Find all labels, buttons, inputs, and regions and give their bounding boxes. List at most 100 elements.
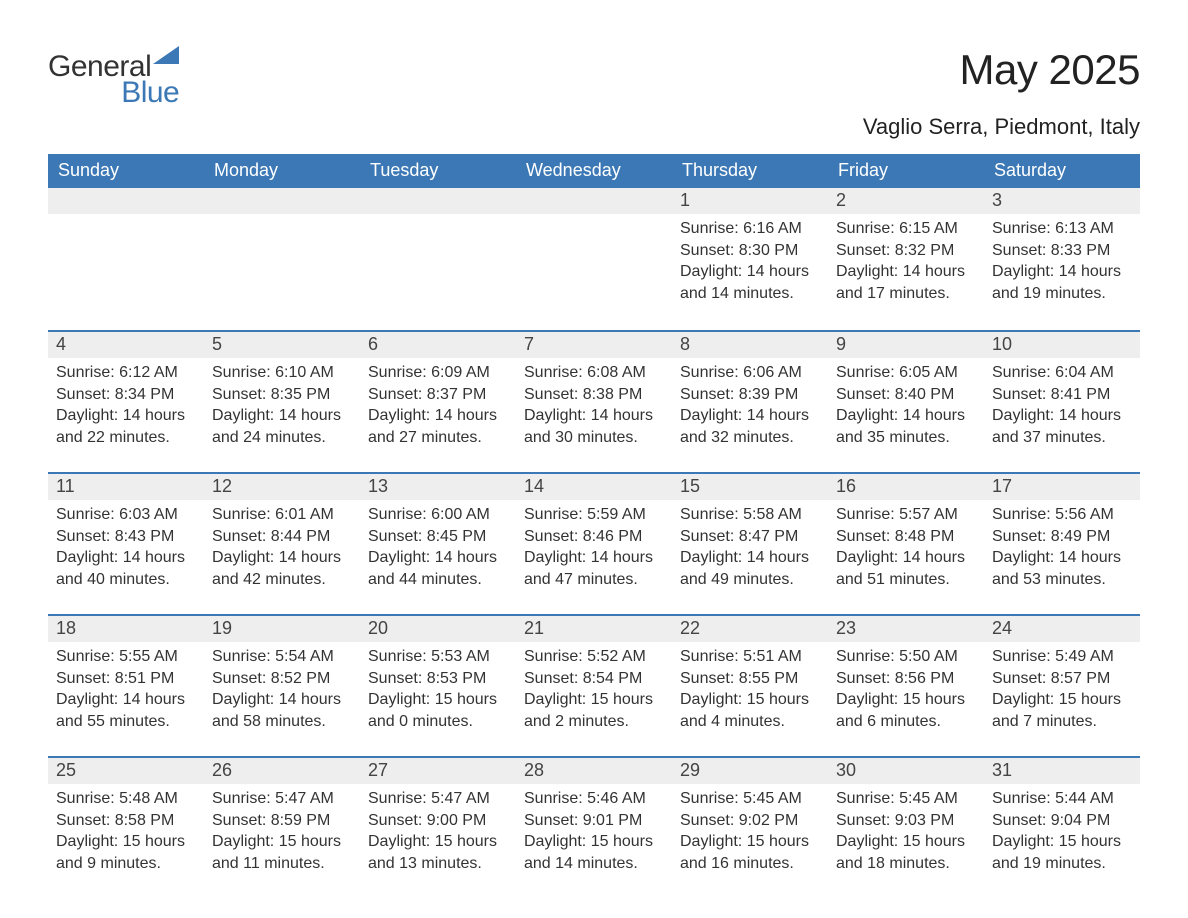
- sunrise-line: Sunrise: 6:00 AM: [368, 504, 508, 526]
- calendar-day-cell: 19Sunrise: 5:54 AMSunset: 8:52 PMDayligh…: [204, 614, 360, 756]
- sunrise-line: Sunrise: 5:59 AM: [524, 504, 664, 526]
- day-content: Sunrise: 6:00 AMSunset: 8:45 PMDaylight:…: [360, 500, 516, 596]
- sunrise-line: Sunrise: 5:51 AM: [680, 646, 820, 668]
- day-content: Sunrise: 5:45 AMSunset: 9:03 PMDaylight:…: [828, 784, 984, 880]
- calendar-day-cell: 8Sunrise: 6:06 AMSunset: 8:39 PMDaylight…: [672, 330, 828, 472]
- calendar-day-cell: 11Sunrise: 6:03 AMSunset: 8:43 PMDayligh…: [48, 472, 204, 614]
- sunrise-line: Sunrise: 6:12 AM: [56, 362, 196, 384]
- daylight-line: Daylight: 14 hours and 30 minutes.: [524, 405, 664, 448]
- sunrise-line: Sunrise: 5:55 AM: [56, 646, 196, 668]
- daylight-line: Daylight: 14 hours and 14 minutes.: [680, 261, 820, 304]
- sunset-line: Sunset: 8:44 PM: [212, 526, 352, 548]
- empty-day: [48, 188, 204, 214]
- day-content: Sunrise: 5:57 AMSunset: 8:48 PMDaylight:…: [828, 500, 984, 596]
- daylight-line: Daylight: 14 hours and 55 minutes.: [56, 689, 196, 732]
- day-number: 13: [360, 472, 516, 500]
- sunrise-line: Sunrise: 6:06 AM: [680, 362, 820, 384]
- day-content: Sunrise: 5:50 AMSunset: 8:56 PMDaylight:…: [828, 642, 984, 738]
- sunset-line: Sunset: 8:35 PM: [212, 384, 352, 406]
- calendar-day-cell: 31Sunrise: 5:44 AMSunset: 9:04 PMDayligh…: [984, 756, 1140, 898]
- day-number: 12: [204, 472, 360, 500]
- sunset-line: Sunset: 9:04 PM: [992, 810, 1132, 832]
- sunset-line: Sunset: 8:55 PM: [680, 668, 820, 690]
- calendar-table: Sunday Monday Tuesday Wednesday Thursday…: [48, 154, 1140, 898]
- calendar-day-cell: 9Sunrise: 6:05 AMSunset: 8:40 PMDaylight…: [828, 330, 984, 472]
- daylight-line: Daylight: 14 hours and 37 minutes.: [992, 405, 1132, 448]
- daylight-line: Daylight: 14 hours and 22 minutes.: [56, 405, 196, 448]
- calendar-day-cell: 21Sunrise: 5:52 AMSunset: 8:54 PMDayligh…: [516, 614, 672, 756]
- sunset-line: Sunset: 8:47 PM: [680, 526, 820, 548]
- sunrise-line: Sunrise: 5:56 AM: [992, 504, 1132, 526]
- calendar-day-cell: 26Sunrise: 5:47 AMSunset: 8:59 PMDayligh…: [204, 756, 360, 898]
- calendar-page: General Blue May 2025 Vaglio Serra, Pied…: [0, 0, 1188, 918]
- calendar-day-cell: 24Sunrise: 5:49 AMSunset: 8:57 PMDayligh…: [984, 614, 1140, 756]
- daylight-line: Daylight: 14 hours and 42 minutes.: [212, 547, 352, 590]
- logo-triangle-icon: [153, 46, 179, 64]
- sunset-line: Sunset: 9:01 PM: [524, 810, 664, 832]
- calendar-day-cell: 16Sunrise: 5:57 AMSunset: 8:48 PMDayligh…: [828, 472, 984, 614]
- calendar-day-cell: 12Sunrise: 6:01 AMSunset: 8:44 PMDayligh…: [204, 472, 360, 614]
- day-content: Sunrise: 5:45 AMSunset: 9:02 PMDaylight:…: [672, 784, 828, 880]
- calendar-day-cell: 14Sunrise: 5:59 AMSunset: 8:46 PMDayligh…: [516, 472, 672, 614]
- calendar-day-cell: [516, 188, 672, 330]
- day-header-sun: Sunday: [48, 154, 204, 188]
- daylight-line: Daylight: 14 hours and 44 minutes.: [368, 547, 508, 590]
- daylight-line: Daylight: 15 hours and 2 minutes.: [524, 689, 664, 732]
- day-content: Sunrise: 5:51 AMSunset: 8:55 PMDaylight:…: [672, 642, 828, 738]
- calendar-day-cell: [204, 188, 360, 330]
- daylight-line: Daylight: 15 hours and 9 minutes.: [56, 831, 196, 874]
- day-number: 18: [48, 614, 204, 642]
- daylight-line: Daylight: 14 hours and 27 minutes.: [368, 405, 508, 448]
- calendar-day-cell: 25Sunrise: 5:48 AMSunset: 8:58 PMDayligh…: [48, 756, 204, 898]
- sunrise-line: Sunrise: 5:45 AM: [836, 788, 976, 810]
- sunrise-line: Sunrise: 5:54 AM: [212, 646, 352, 668]
- sunset-line: Sunset: 9:02 PM: [680, 810, 820, 832]
- day-content: Sunrise: 5:55 AMSunset: 8:51 PMDaylight:…: [48, 642, 204, 738]
- day-content: Sunrise: 6:08 AMSunset: 8:38 PMDaylight:…: [516, 358, 672, 454]
- day-number: 5: [204, 330, 360, 358]
- sunrise-line: Sunrise: 5:47 AM: [368, 788, 508, 810]
- empty-day: [204, 188, 360, 214]
- sunrise-line: Sunrise: 5:57 AM: [836, 504, 976, 526]
- day-content: Sunrise: 6:16 AMSunset: 8:30 PMDaylight:…: [672, 214, 828, 310]
- daylight-line: Daylight: 15 hours and 7 minutes.: [992, 689, 1132, 732]
- day-number: 31: [984, 756, 1140, 784]
- sunrise-line: Sunrise: 5:49 AM: [992, 646, 1132, 668]
- day-content: Sunrise: 6:15 AMSunset: 8:32 PMDaylight:…: [828, 214, 984, 310]
- daylight-line: Daylight: 14 hours and 53 minutes.: [992, 547, 1132, 590]
- sunrise-line: Sunrise: 6:04 AM: [992, 362, 1132, 384]
- daylight-line: Daylight: 15 hours and 4 minutes.: [680, 689, 820, 732]
- sunrise-line: Sunrise: 5:53 AM: [368, 646, 508, 668]
- calendar-week-row: 11Sunrise: 6:03 AMSunset: 8:43 PMDayligh…: [48, 472, 1140, 614]
- day-content: Sunrise: 5:47 AMSunset: 8:59 PMDaylight:…: [204, 784, 360, 880]
- day-content: Sunrise: 6:03 AMSunset: 8:43 PMDaylight:…: [48, 500, 204, 596]
- empty-day: [360, 188, 516, 214]
- day-content: Sunrise: 5:44 AMSunset: 9:04 PMDaylight:…: [984, 784, 1140, 880]
- calendar-day-cell: 23Sunrise: 5:50 AMSunset: 8:56 PMDayligh…: [828, 614, 984, 756]
- day-content: Sunrise: 5:59 AMSunset: 8:46 PMDaylight:…: [516, 500, 672, 596]
- day-content: Sunrise: 5:53 AMSunset: 8:53 PMDaylight:…: [360, 642, 516, 738]
- calendar-day-cell: 2Sunrise: 6:15 AMSunset: 8:32 PMDaylight…: [828, 188, 984, 330]
- day-header-fri: Friday: [828, 154, 984, 188]
- day-header-wed: Wednesday: [516, 154, 672, 188]
- calendar-day-cell: 18Sunrise: 5:55 AMSunset: 8:51 PMDayligh…: [48, 614, 204, 756]
- sunset-line: Sunset: 8:32 PM: [836, 240, 976, 262]
- day-content: Sunrise: 6:04 AMSunset: 8:41 PMDaylight:…: [984, 358, 1140, 454]
- daylight-line: Daylight: 14 hours and 35 minutes.: [836, 405, 976, 448]
- sunrise-line: Sunrise: 6:08 AM: [524, 362, 664, 384]
- sunset-line: Sunset: 9:03 PM: [836, 810, 976, 832]
- daylight-line: Daylight: 15 hours and 11 minutes.: [212, 831, 352, 874]
- daylight-line: Daylight: 14 hours and 51 minutes.: [836, 547, 976, 590]
- sunset-line: Sunset: 8:33 PM: [992, 240, 1132, 262]
- sunrise-line: Sunrise: 6:16 AM: [680, 218, 820, 240]
- calendar-week-row: 1Sunrise: 6:16 AMSunset: 8:30 PMDaylight…: [48, 188, 1140, 330]
- sunrise-line: Sunrise: 6:05 AM: [836, 362, 976, 384]
- sunset-line: Sunset: 8:41 PM: [992, 384, 1132, 406]
- day-header-row: Sunday Monday Tuesday Wednesday Thursday…: [48, 154, 1140, 188]
- sunset-line: Sunset: 8:58 PM: [56, 810, 196, 832]
- day-number: 9: [828, 330, 984, 358]
- day-content: Sunrise: 6:01 AMSunset: 8:44 PMDaylight:…: [204, 500, 360, 596]
- sunrise-line: Sunrise: 5:47 AM: [212, 788, 352, 810]
- sunset-line: Sunset: 8:30 PM: [680, 240, 820, 262]
- sunrise-line: Sunrise: 6:10 AM: [212, 362, 352, 384]
